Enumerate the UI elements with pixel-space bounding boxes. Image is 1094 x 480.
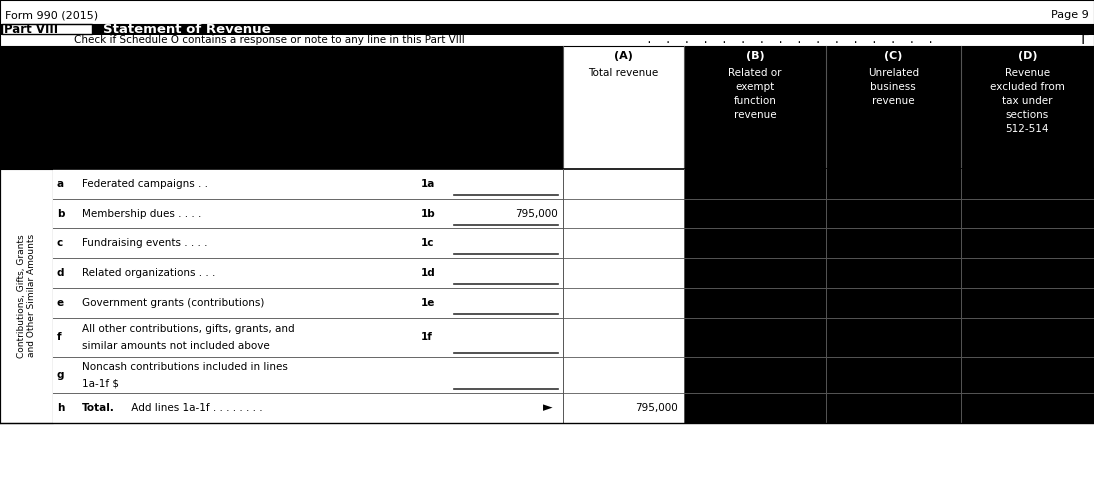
Text: 1d: 1d [421,268,435,278]
Bar [684,169,826,199]
Text: f: f [57,333,61,342]
Bar [684,288,826,318]
Text: Total revenue: Total revenue [589,68,659,78]
Text: Related or
exempt
function
revenue: Related or exempt function revenue [729,68,781,120]
Text: Part VIII: Part VIII [4,23,58,36]
Bar [684,199,826,228]
Text: 1a-1f $: 1a-1f $ [82,378,119,388]
Bar [53,357,684,393]
Text: Revenue
excluded from
tax under
sections
512-514: Revenue excluded from tax under sections… [990,68,1064,134]
Bar [826,318,961,357]
Bar [53,393,684,423]
Text: Federated campaigns . .: Federated campaigns . . [82,179,208,189]
Text: Total.: Total. [82,403,115,413]
Bar [563,46,684,169]
Text: Check if Schedule O contains a response or note to any line in this Part VIII: Check if Schedule O contains a response … [74,35,465,45]
Text: Form 990 (2015): Form 990 (2015) [5,11,98,20]
Bar [53,288,684,318]
Bar [684,258,826,288]
Bar [684,318,826,357]
Text: Noncash contributions included in lines: Noncash contributions included in lines [82,362,288,372]
Bar [0,169,53,423]
Text: .  .  .  .  .  .  .  .  .  .  .  .  .  .  .  .: . . . . . . . . . . . . . . . . [640,35,934,45]
Bar [826,199,961,228]
Bar [684,393,826,423]
Text: 1a: 1a [421,179,435,189]
Bar [961,288,1094,318]
Bar [684,46,826,169]
Bar [684,357,826,393]
Text: Membership dues . . . .: Membership dues . . . . [82,209,201,218]
Bar [53,169,684,199]
Text: Related organizations . . .: Related organizations . . . [82,268,216,278]
Bar [826,169,961,199]
Bar [2,24,92,34]
Text: (D): (D) [1017,51,1037,61]
Bar [0,46,563,169]
Bar [961,393,1094,423]
Text: 1c: 1c [421,239,434,248]
Text: All other contributions, gifts, grants, and: All other contributions, gifts, grants, … [82,324,294,334]
Text: 1f: 1f [421,333,433,342]
Bar [53,228,684,258]
Text: Statement of Revenue: Statement of Revenue [103,23,270,36]
Text: similar amounts not included above: similar amounts not included above [82,341,270,351]
Text: Unrelated
business
revenue: Unrelated business revenue [868,68,919,106]
Text: (A): (A) [614,51,633,61]
Text: Government grants (contributions): Government grants (contributions) [82,298,265,308]
Bar [826,46,961,169]
Text: c: c [57,239,63,248]
Bar [961,199,1094,228]
Bar [826,393,961,423]
Bar [961,169,1094,199]
Bar [53,199,684,228]
Text: 1b: 1b [421,209,435,218]
Text: ►: ► [543,401,552,415]
Bar [826,357,961,393]
Text: d: d [57,268,65,278]
Text: (B): (B) [745,51,765,61]
Text: Γ: Γ [1081,33,1090,47]
Text: Page 9: Page 9 [1050,11,1089,20]
Bar [826,228,961,258]
Bar [0,24,1094,35]
Bar [961,228,1094,258]
Text: b: b [57,209,65,218]
Text: 1e: 1e [421,298,435,308]
Text: (C): (C) [884,51,903,61]
Text: Add lines 1a-1f . . . . . . . .: Add lines 1a-1f . . . . . . . . [128,403,263,413]
Text: h: h [57,403,65,413]
Bar [961,258,1094,288]
Bar [53,258,684,288]
Bar [961,46,1094,169]
Text: Contributions, Gifts, Grants
and Other Similar Amounts: Contributions, Gifts, Grants and Other S… [16,234,36,358]
Bar [826,258,961,288]
Bar [961,357,1094,393]
Text: g: g [57,370,65,380]
Bar [53,318,684,357]
Text: Fundraising events . . . .: Fundraising events . . . . [82,239,208,248]
Text: 795,000: 795,000 [636,403,678,413]
Text: a: a [57,179,65,189]
Bar [826,288,961,318]
Bar [961,318,1094,357]
Bar [684,228,826,258]
Text: 795,000: 795,000 [515,209,558,218]
Text: e: e [57,298,65,308]
